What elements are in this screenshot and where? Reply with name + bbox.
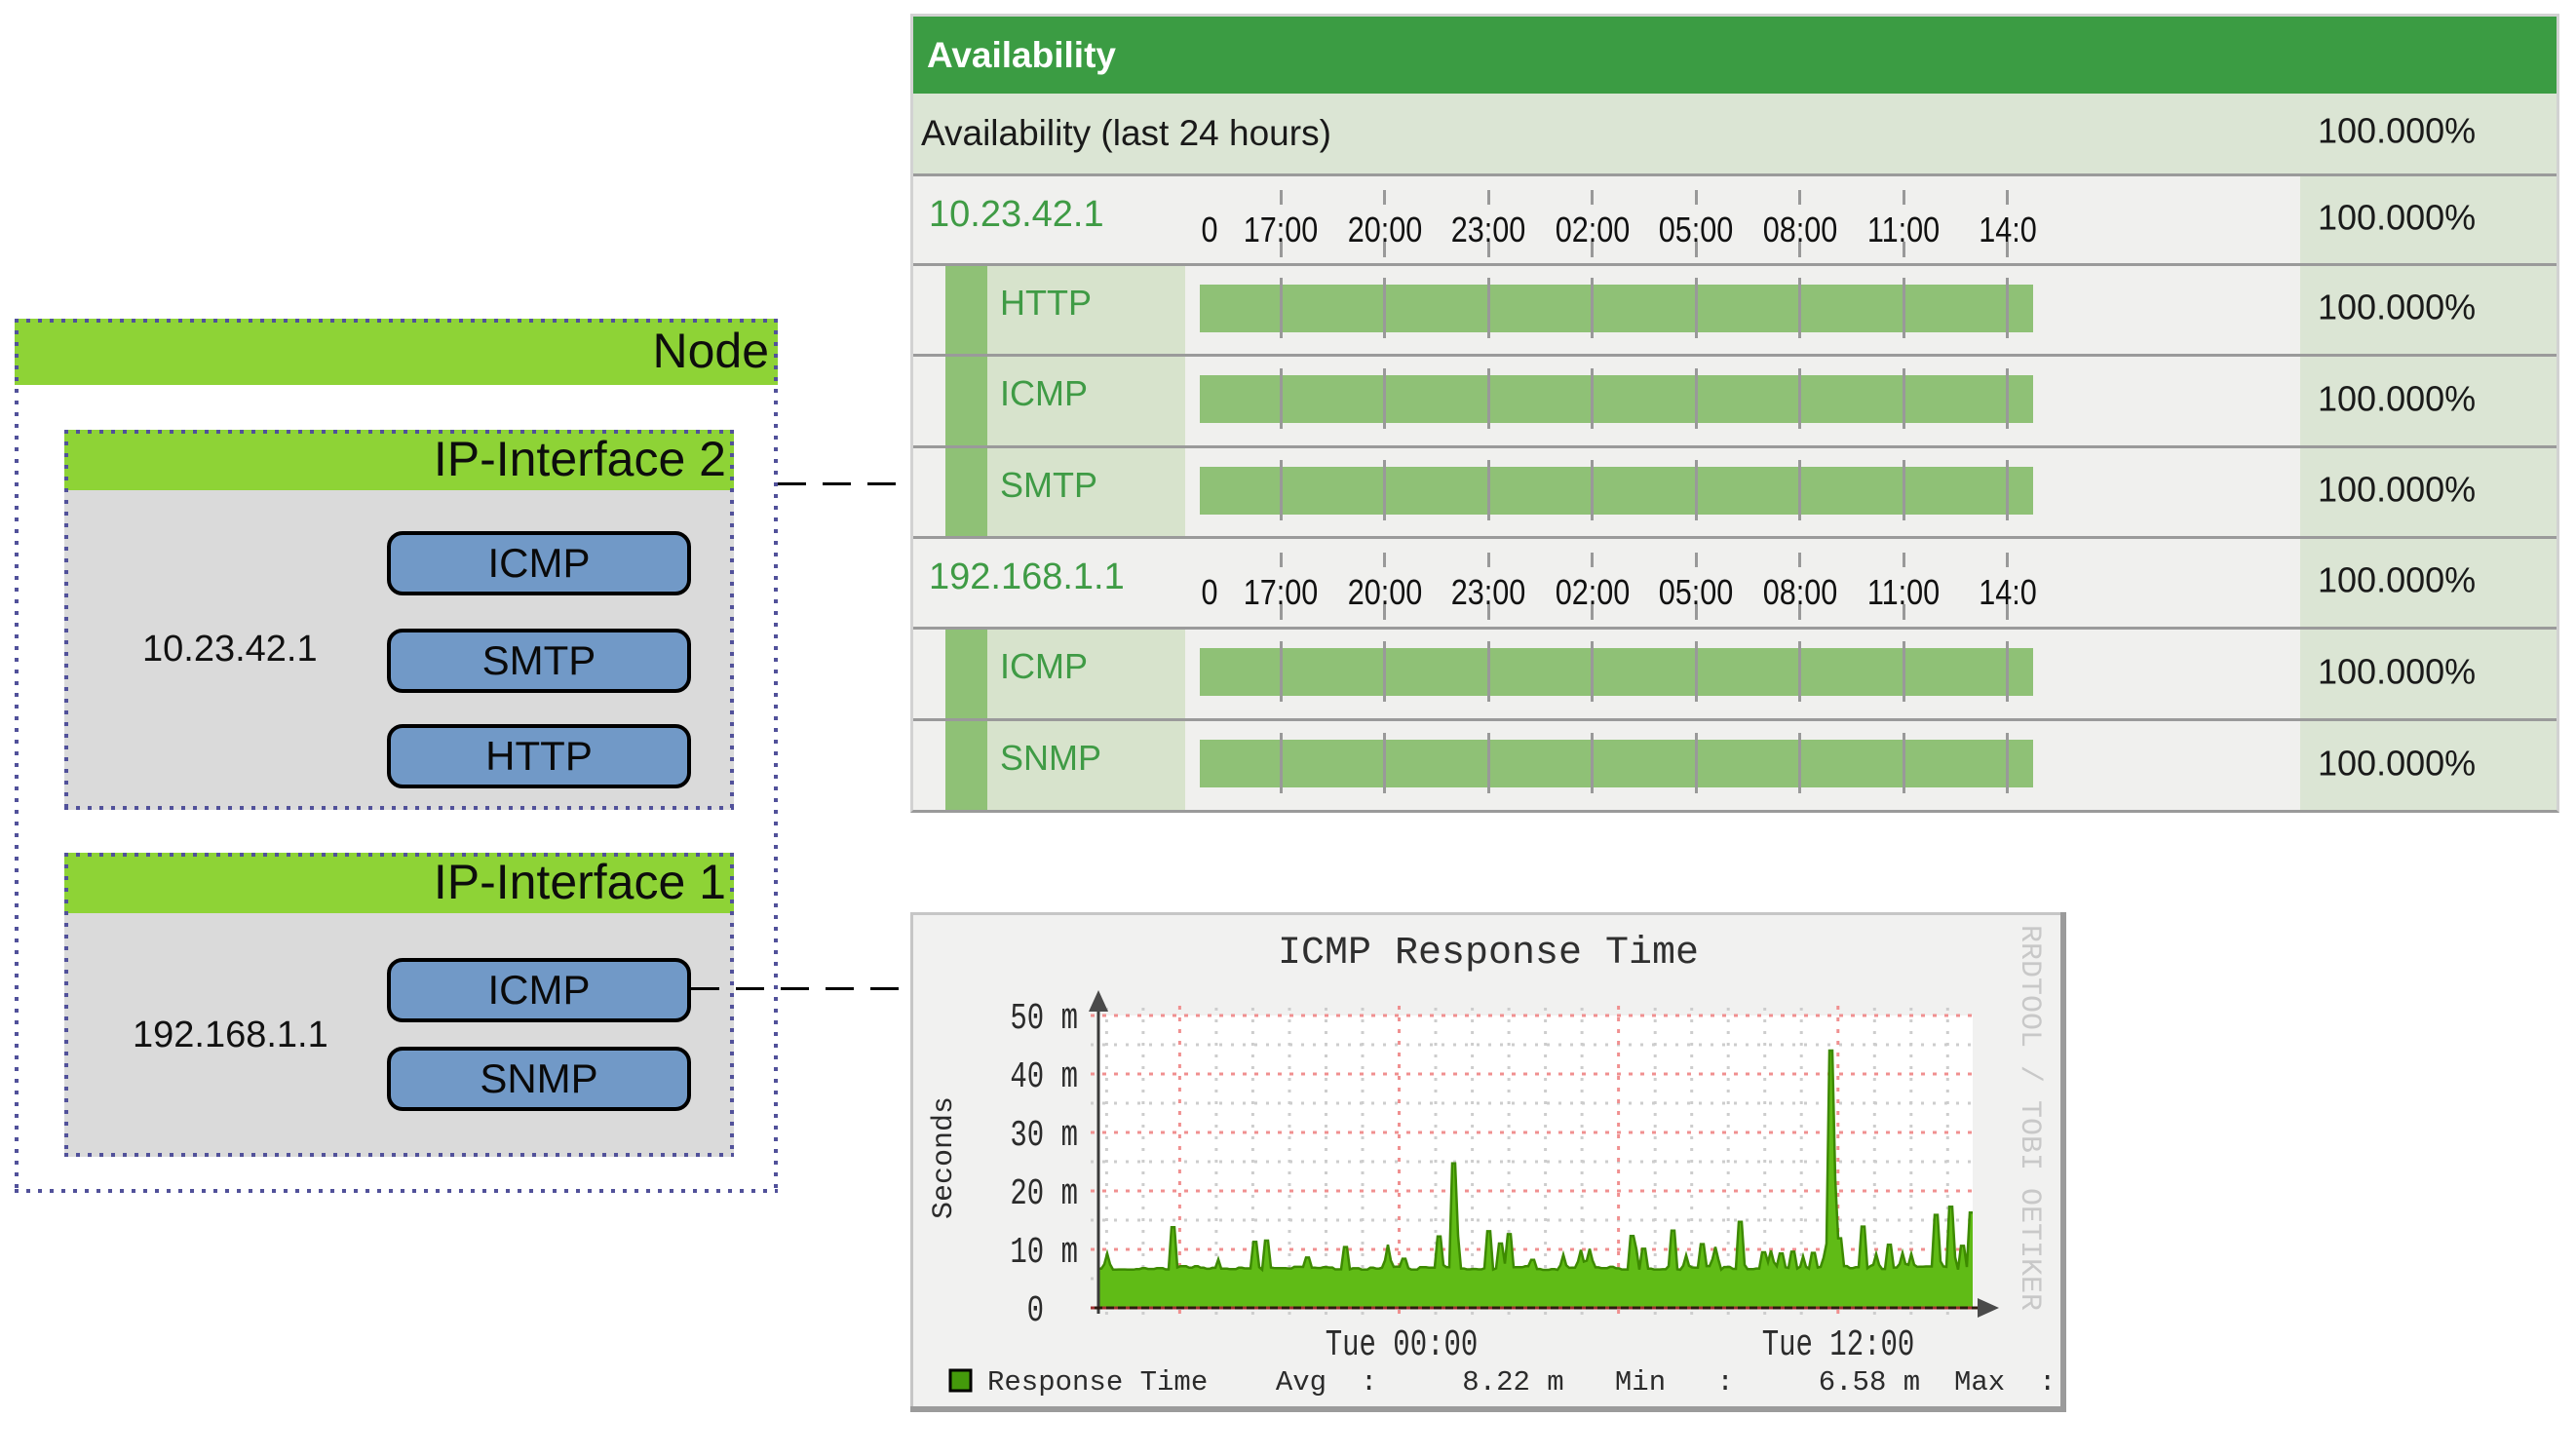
svg-text:Tue 12:00: Tue 12:00 [1762,1325,1915,1367]
svg-text:50 m: 50 m [1010,999,1078,1041]
svg-text:Tue 00:00: Tue 00:00 [1326,1325,1479,1367]
svg-text:Response Time Avg : 8.: Response Time Avg : 8.22 m Min : 6.58 m … [987,1366,2056,1399]
svg-text:30 m: 30 m [1010,1116,1078,1158]
svg-text:RRDTOOL / TOBI OETIKER: RRDTOOL / TOBI OETIKER [2013,925,2046,1311]
svg-text:Seconds: Seconds [928,1096,961,1219]
svg-text:0: 0 [1027,1291,1044,1333]
svg-text:20 m: 20 m [1010,1174,1078,1216]
svg-text:40 m: 40 m [1010,1057,1078,1099]
svg-text:10 m: 10 m [1010,1233,1078,1275]
svg-text:ICMP Response Time: ICMP Response Time [1278,932,1699,976]
